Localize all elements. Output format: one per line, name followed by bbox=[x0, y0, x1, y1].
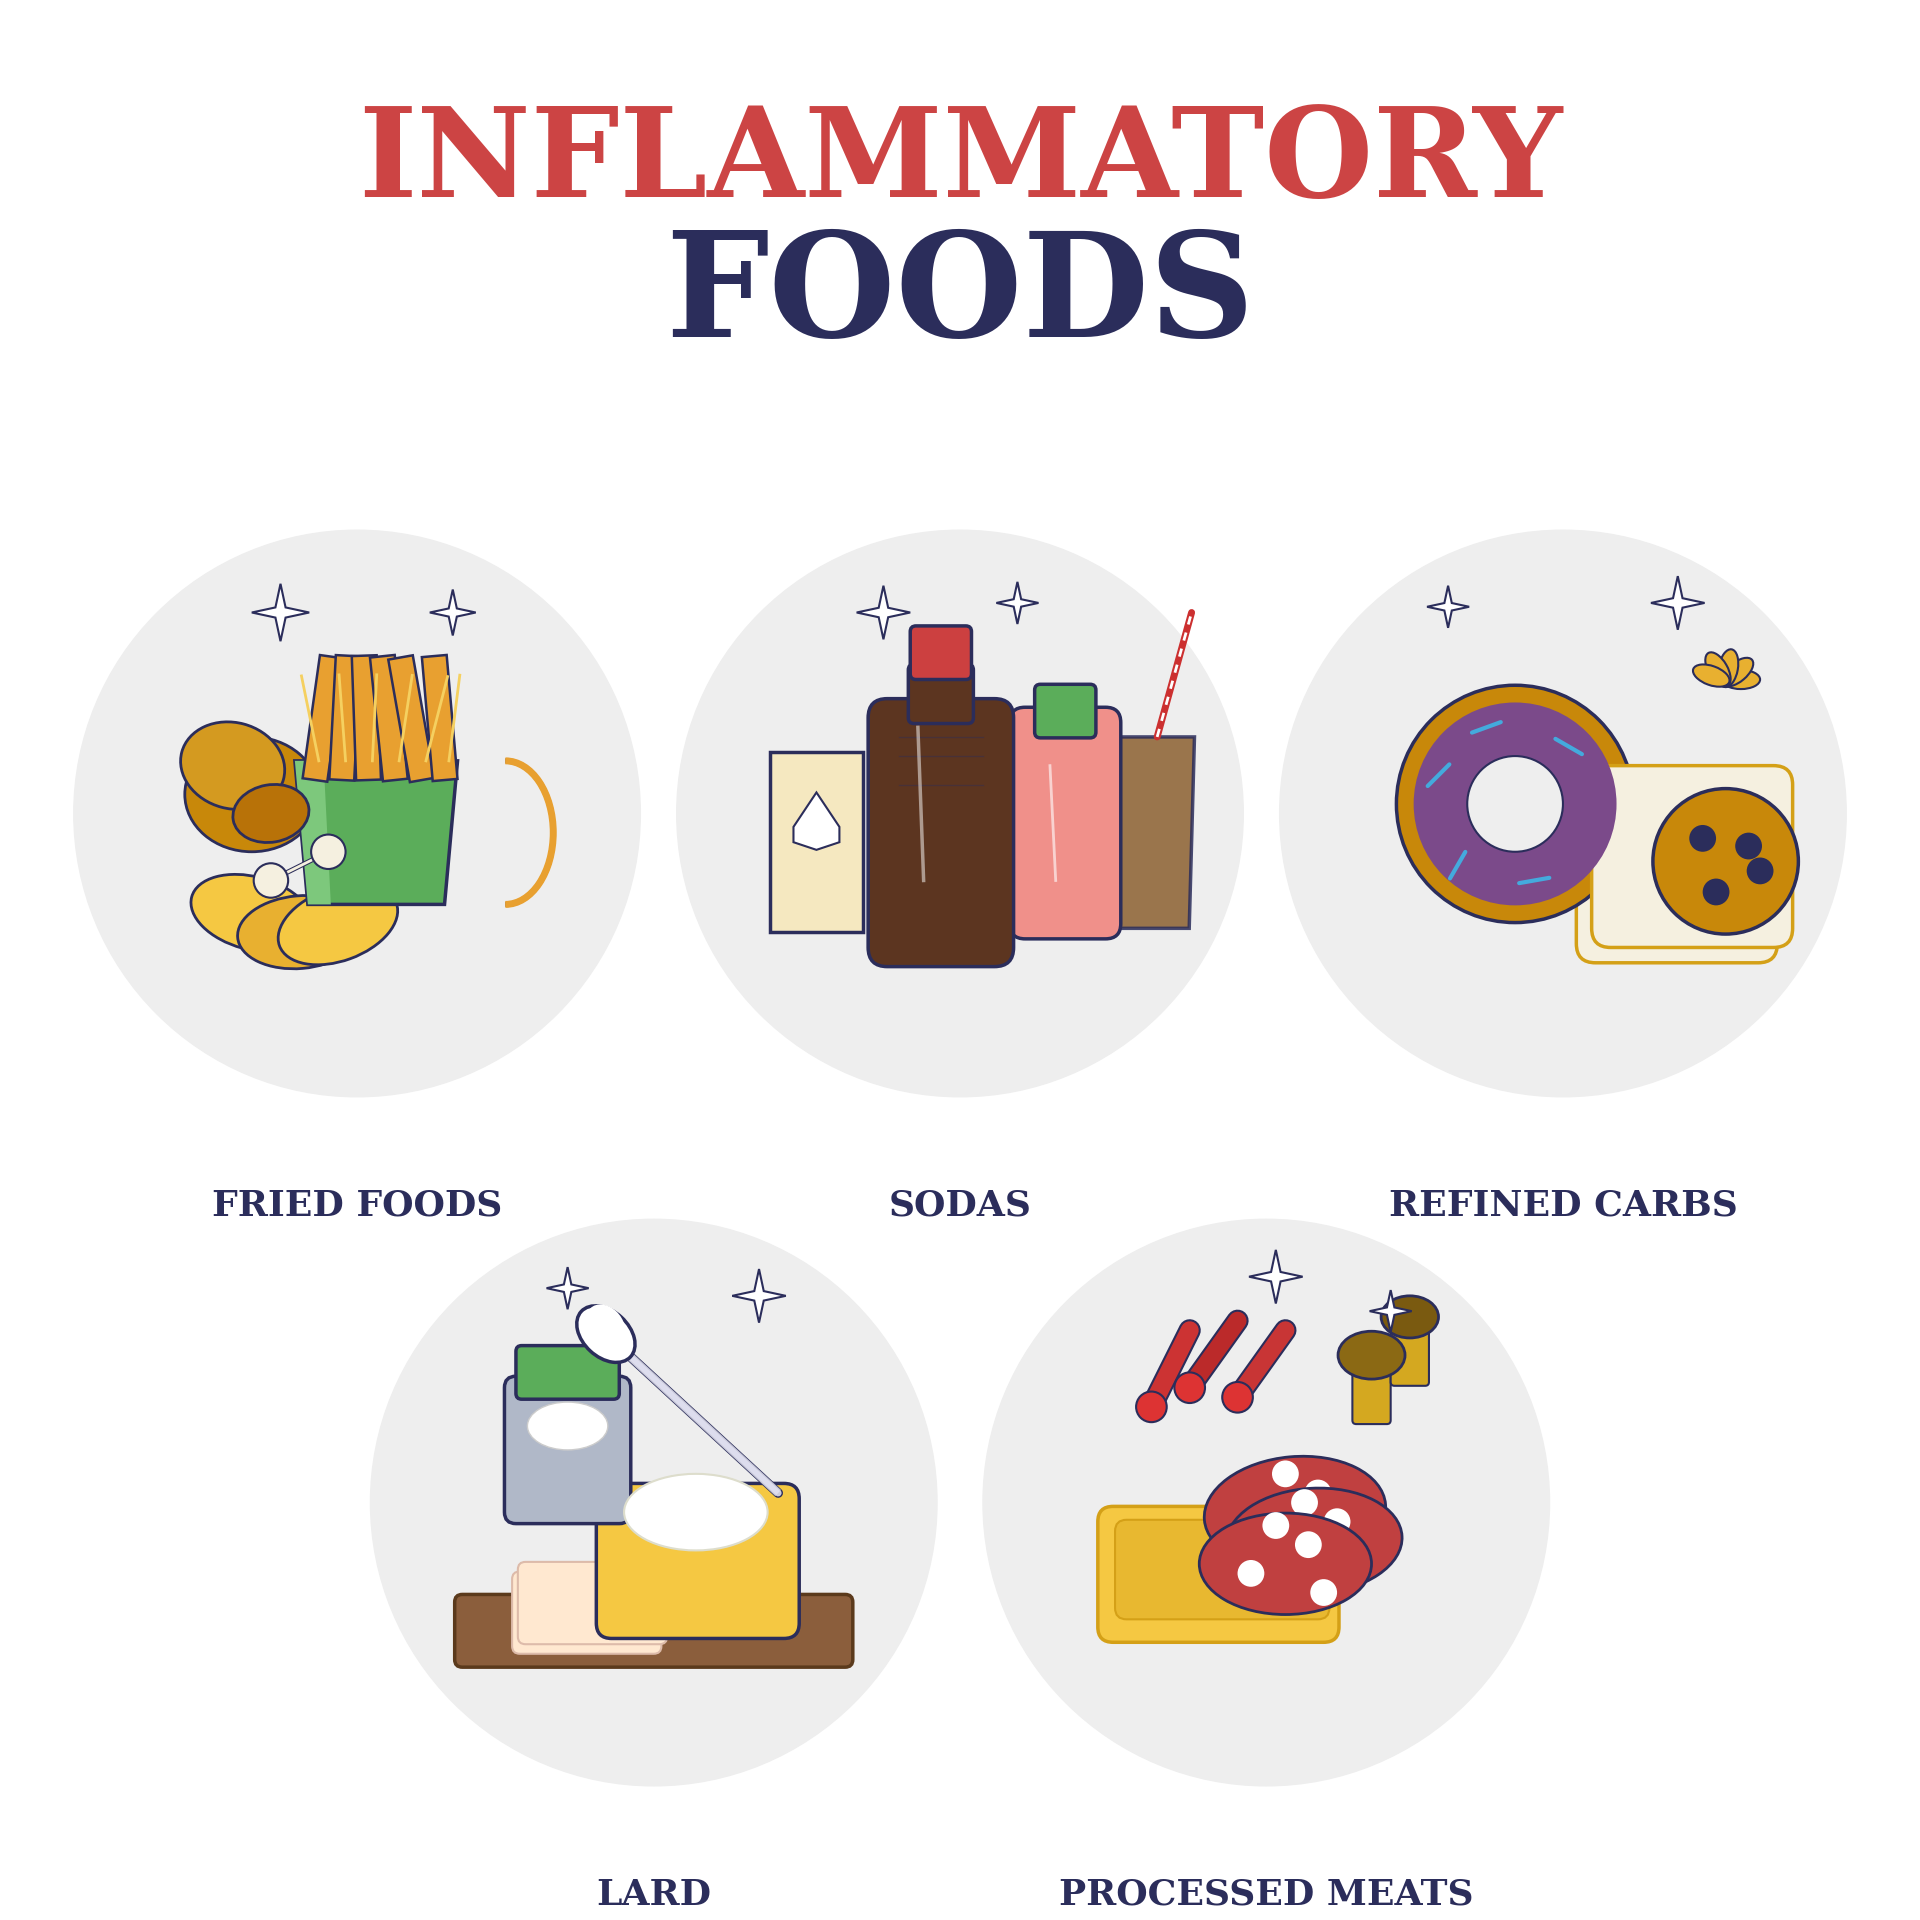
Polygon shape bbox=[856, 586, 910, 639]
Ellipse shape bbox=[1722, 659, 1753, 687]
FancyBboxPatch shape bbox=[597, 1484, 799, 1638]
Ellipse shape bbox=[232, 785, 309, 843]
Ellipse shape bbox=[1722, 670, 1761, 689]
Circle shape bbox=[253, 864, 288, 899]
Polygon shape bbox=[330, 655, 361, 781]
Text: LARD: LARD bbox=[597, 1878, 710, 1912]
Circle shape bbox=[1175, 1373, 1206, 1404]
Polygon shape bbox=[1089, 737, 1194, 929]
Ellipse shape bbox=[190, 874, 313, 952]
Polygon shape bbox=[1651, 576, 1705, 630]
Circle shape bbox=[1323, 1509, 1350, 1536]
Circle shape bbox=[1290, 1490, 1317, 1517]
Circle shape bbox=[1467, 756, 1563, 852]
Circle shape bbox=[1248, 1509, 1273, 1536]
Circle shape bbox=[983, 1219, 1549, 1786]
Polygon shape bbox=[1369, 1290, 1411, 1332]
Circle shape bbox=[1263, 1513, 1288, 1540]
Text: FRIED FOODS: FRIED FOODS bbox=[211, 1188, 503, 1223]
Circle shape bbox=[1271, 1461, 1298, 1488]
Polygon shape bbox=[388, 655, 434, 781]
FancyBboxPatch shape bbox=[1116, 1521, 1329, 1619]
Text: INFLAMMATORY: INFLAMMATORY bbox=[357, 102, 1563, 223]
Ellipse shape bbox=[624, 1475, 768, 1551]
Circle shape bbox=[1736, 833, 1763, 860]
Ellipse shape bbox=[576, 1306, 636, 1363]
Circle shape bbox=[1703, 879, 1730, 906]
Polygon shape bbox=[351, 655, 380, 780]
FancyBboxPatch shape bbox=[868, 699, 1014, 966]
Circle shape bbox=[1137, 1392, 1167, 1423]
Ellipse shape bbox=[1693, 664, 1730, 687]
FancyBboxPatch shape bbox=[770, 753, 864, 933]
FancyBboxPatch shape bbox=[1592, 766, 1793, 947]
Circle shape bbox=[676, 530, 1244, 1096]
FancyBboxPatch shape bbox=[518, 1561, 666, 1644]
Text: SODAS: SODAS bbox=[889, 1188, 1031, 1223]
Circle shape bbox=[311, 835, 346, 870]
Ellipse shape bbox=[1718, 649, 1738, 687]
Text: REFINED CARBS: REFINED CARBS bbox=[1388, 1188, 1738, 1223]
Circle shape bbox=[1690, 826, 1716, 852]
Ellipse shape bbox=[278, 885, 397, 964]
Ellipse shape bbox=[528, 1402, 609, 1450]
Text: PROCESSED MEATS: PROCESSED MEATS bbox=[1060, 1878, 1473, 1912]
Ellipse shape bbox=[238, 895, 361, 970]
FancyBboxPatch shape bbox=[1352, 1369, 1390, 1425]
Polygon shape bbox=[252, 584, 309, 641]
Polygon shape bbox=[303, 655, 344, 781]
Ellipse shape bbox=[588, 1304, 624, 1340]
FancyBboxPatch shape bbox=[1390, 1331, 1428, 1386]
Circle shape bbox=[1319, 1528, 1346, 1555]
Circle shape bbox=[1304, 1480, 1331, 1507]
Circle shape bbox=[1747, 858, 1774, 885]
Circle shape bbox=[1413, 703, 1617, 906]
FancyBboxPatch shape bbox=[908, 664, 973, 724]
Ellipse shape bbox=[1705, 653, 1730, 687]
Circle shape bbox=[1238, 1559, 1265, 1586]
FancyBboxPatch shape bbox=[516, 1346, 620, 1400]
FancyBboxPatch shape bbox=[513, 1571, 660, 1653]
FancyBboxPatch shape bbox=[1576, 781, 1778, 962]
FancyBboxPatch shape bbox=[1098, 1507, 1338, 1642]
Circle shape bbox=[1223, 1382, 1254, 1413]
FancyBboxPatch shape bbox=[910, 626, 972, 680]
FancyBboxPatch shape bbox=[455, 1594, 852, 1667]
FancyBboxPatch shape bbox=[505, 1377, 632, 1524]
Circle shape bbox=[1294, 1532, 1321, 1557]
FancyBboxPatch shape bbox=[1010, 707, 1121, 939]
Polygon shape bbox=[422, 655, 457, 781]
Ellipse shape bbox=[1227, 1488, 1402, 1594]
Polygon shape bbox=[996, 582, 1039, 624]
Circle shape bbox=[1309, 1578, 1336, 1605]
Text: FOODS: FOODS bbox=[664, 227, 1256, 367]
Ellipse shape bbox=[1200, 1513, 1371, 1615]
Ellipse shape bbox=[1380, 1296, 1438, 1338]
Ellipse shape bbox=[1204, 1455, 1386, 1569]
Ellipse shape bbox=[180, 722, 284, 810]
Ellipse shape bbox=[184, 737, 319, 852]
Circle shape bbox=[1279, 530, 1847, 1096]
Polygon shape bbox=[793, 793, 839, 851]
Polygon shape bbox=[296, 760, 457, 904]
Circle shape bbox=[1396, 685, 1634, 924]
Circle shape bbox=[1653, 789, 1799, 933]
Polygon shape bbox=[296, 760, 330, 904]
Circle shape bbox=[73, 530, 641, 1096]
Polygon shape bbox=[547, 1267, 589, 1309]
Polygon shape bbox=[1427, 586, 1469, 628]
FancyBboxPatch shape bbox=[1035, 684, 1096, 737]
Ellipse shape bbox=[1338, 1331, 1405, 1379]
Circle shape bbox=[1338, 1555, 1365, 1582]
Circle shape bbox=[371, 1219, 937, 1786]
Polygon shape bbox=[430, 589, 476, 636]
Polygon shape bbox=[371, 655, 407, 781]
Circle shape bbox=[1267, 1538, 1292, 1563]
Polygon shape bbox=[732, 1269, 785, 1323]
Polygon shape bbox=[1250, 1250, 1302, 1304]
